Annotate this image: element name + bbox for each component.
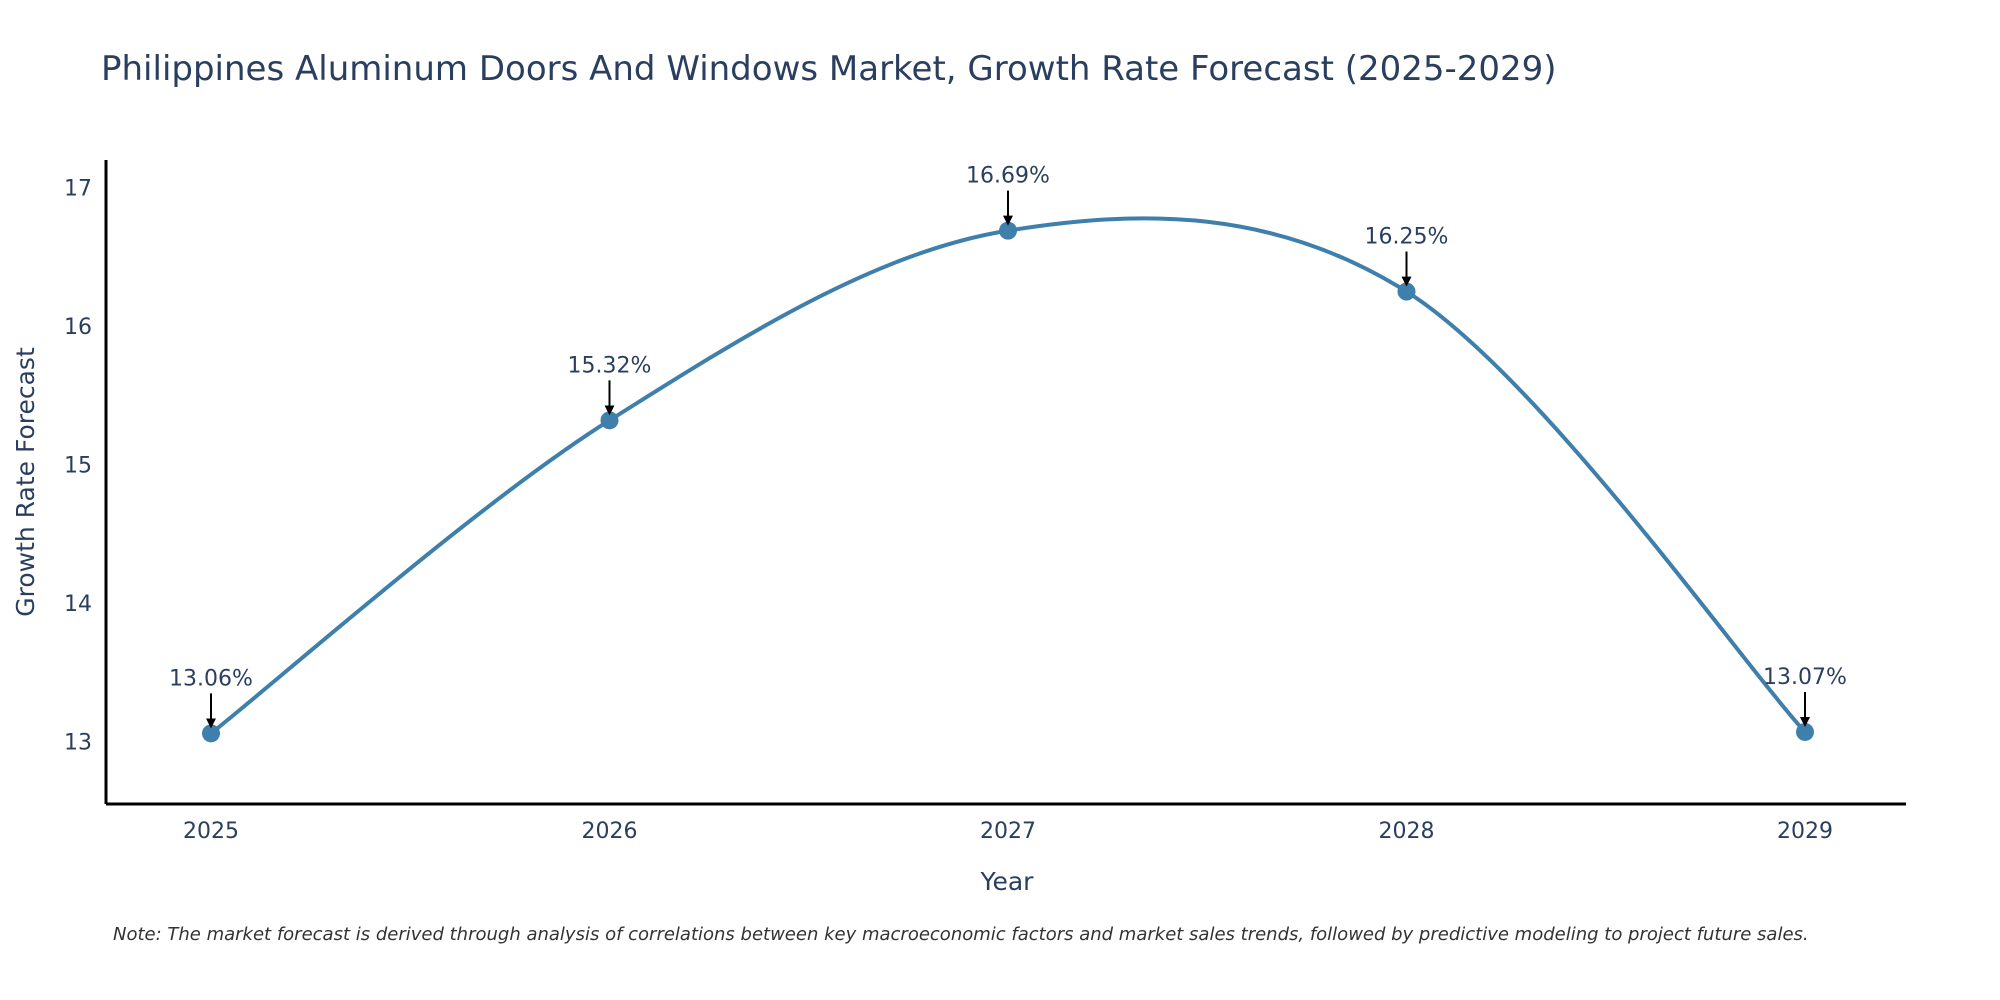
- data-point-2029: [1796, 722, 1814, 741]
- data-label-2028: 16.25%: [1365, 225, 1449, 250]
- data-markers: [202, 221, 1814, 743]
- data-labels: 13.06% 15.32% 16.69% 16.25% 13.07%: [169, 164, 1847, 729]
- x-tick-label: 2028: [1379, 819, 1435, 844]
- y-tick-label: 13: [64, 731, 92, 756]
- data-label-2029: 13.07%: [1763, 665, 1847, 690]
- chart-title: Philippines Aluminum Doors And Windows M…: [101, 49, 1557, 89]
- y-tick-label: 16: [64, 315, 92, 340]
- data-point-2027: [999, 221, 1017, 240]
- data-label-2027: 16.69%: [966, 164, 1050, 189]
- x-tick-label: 2025: [183, 819, 239, 844]
- data-label-2026: 15.32%: [568, 353, 652, 378]
- y-axis-title: Growth Rate Forecast: [11, 347, 40, 617]
- x-tick-label: 2026: [582, 819, 638, 844]
- x-axis-ticks: 2025 2026 2027 2028 2029: [183, 819, 1833, 844]
- chart-note: Note: The market forecast is derived thr…: [113, 924, 1809, 945]
- series-line: [209, 216, 1807, 735]
- x-tick-label: 2027: [980, 819, 1036, 844]
- x-axis-title: Year: [980, 867, 1035, 896]
- y-tick-label: 17: [64, 177, 92, 202]
- y-tick-label: 15: [64, 454, 92, 479]
- data-label-2025: 13.06%: [169, 666, 253, 691]
- y-axis-ticks: 13 14 15 16 17: [64, 177, 92, 756]
- data-point-2028: [1397, 282, 1416, 301]
- data-point-2026: [600, 411, 619, 430]
- data-point-2025: [202, 724, 220, 743]
- x-tick-label: 2029: [1777, 819, 1833, 844]
- y-tick-label: 14: [64, 592, 92, 617]
